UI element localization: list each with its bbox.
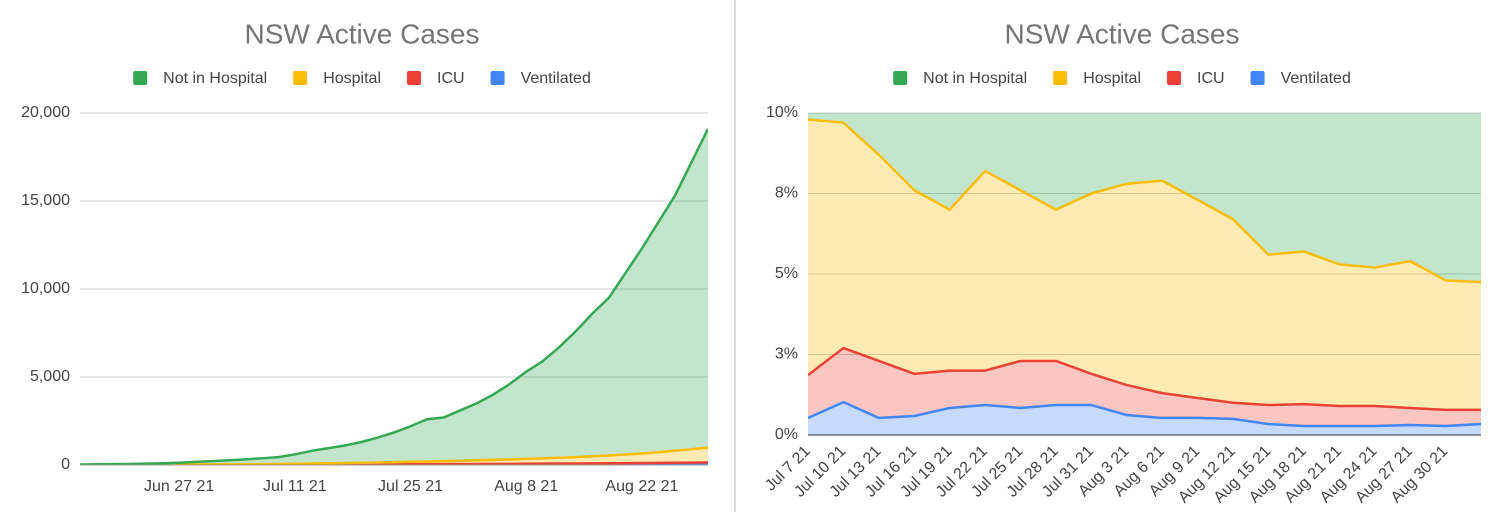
legend-label: Not in Hospital [923, 70, 1027, 87]
x-tick-label: Jun 27 21 [144, 478, 214, 495]
plot-area [808, 113, 1481, 435]
y-tick-label: 0 [61, 456, 70, 473]
chart-title: NSW Active Cases [245, 18, 480, 49]
legend-swatch [1250, 71, 1265, 85]
plot-area [80, 128, 708, 465]
area [808, 113, 1481, 283]
y-tick-label: 0% [775, 426, 798, 443]
y-tick-label: 5,000 [30, 368, 70, 385]
legend-item: Ventilated [1250, 70, 1351, 87]
legend-swatch [407, 71, 422, 85]
line [808, 400, 1481, 428]
legend-item: ICU [407, 70, 465, 87]
x-tick-label: Aug 22 21 [605, 478, 678, 495]
legend-label: Hospital [1083, 70, 1141, 87]
y-tick-label: 15,000 [21, 192, 70, 209]
y-tick-label: 8% [775, 185, 798, 202]
line [80, 128, 708, 465]
y-tick-label: 5% [775, 265, 798, 282]
x-tick-label: Aug 8 21 [494, 478, 558, 495]
y-tick-label: 10% [766, 104, 798, 121]
legend-item: Ventilated [490, 70, 591, 87]
line [808, 346, 1481, 412]
legend-swatch [893, 71, 908, 85]
area [808, 348, 1481, 426]
y-tick-label: 3% [775, 346, 798, 363]
area [808, 119, 1481, 410]
legend-item: Hospital [293, 70, 381, 87]
line [808, 118, 1481, 284]
legend-item: ICU [1167, 70, 1225, 87]
chart-title: NSW Active Cases [1005, 18, 1240, 49]
legend-item: Not in Hospital [893, 70, 1027, 87]
legend-label: Ventilated [521, 70, 591, 87]
x-tick-label: Jul 11 21 [263, 478, 327, 495]
x-tick-label: Jul 25 21 [378, 478, 443, 495]
legend-swatch [133, 71, 148, 85]
legend-label: Not in Hospital [163, 70, 267, 87]
area [80, 447, 708, 465]
legend-label: ICU [1197, 70, 1225, 87]
legend-swatch [293, 71, 308, 85]
legend-label: ICU [437, 70, 465, 87]
area [80, 128, 708, 465]
legend-item: Hospital [1053, 70, 1141, 87]
legend-swatch [1053, 71, 1068, 85]
y-tick-label: 20,000 [21, 104, 70, 121]
legend-label: Hospital [323, 70, 381, 87]
legend-swatch [1167, 71, 1182, 85]
y-tick-label: 10,000 [21, 280, 70, 297]
legend-swatch [490, 71, 505, 85]
legend-item: Not in Hospital [133, 70, 267, 87]
legend-label: Ventilated [1281, 70, 1351, 87]
